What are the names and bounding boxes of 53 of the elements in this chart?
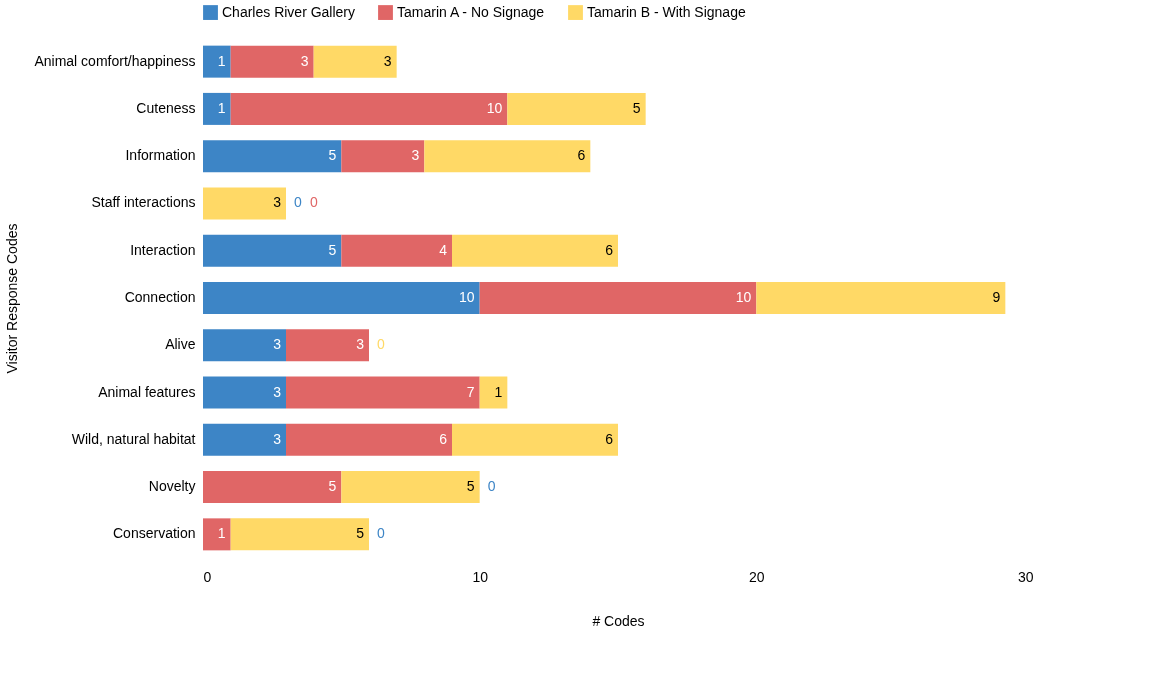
y-tick-label: Staff interactions: [91, 194, 196, 211]
data-label: 7: [466, 383, 475, 400]
data-label: 10: [486, 99, 503, 116]
data-label: 6: [605, 241, 614, 258]
y-tick-label: Animal comfort/happiness: [34, 52, 196, 69]
x-tick-label: 20: [749, 568, 765, 585]
data-label: 5: [356, 525, 365, 542]
y-tick-label: Novelty: [148, 478, 196, 495]
data-label: 0: [487, 478, 496, 495]
legend-label: Charles River Gallery: [222, 3, 356, 20]
data-label: 3: [383, 52, 392, 69]
data-label: 3: [273, 383, 282, 400]
x-axis-title: # Codes: [592, 612, 645, 629]
y-tick-label: Wild, natural habitat: [71, 430, 196, 447]
data-label: 1: [217, 99, 226, 116]
x-tick-label: 10: [472, 568, 489, 585]
y-tick-label: Connection: [124, 289, 196, 305]
y-axis-title: Visitor Response Codes: [4, 223, 21, 374]
data-label: 5: [466, 478, 475, 495]
data-label: 1: [217, 525, 226, 542]
y-tick-label: Animal features: [98, 383, 196, 400]
y-tick-label: Alive: [165, 336, 196, 353]
data-label: 4: [439, 241, 448, 258]
data-label: 0: [310, 194, 318, 211]
y-tick-label: Cuteness: [136, 99, 196, 116]
data-label: 6: [577, 147, 586, 164]
data-label: 5: [328, 147, 337, 164]
data-label: 9: [992, 289, 1001, 305]
data-label: 5: [328, 241, 337, 258]
data-label: 5: [328, 478, 337, 495]
data-label: 5: [632, 99, 641, 116]
data-label: 6: [605, 430, 614, 447]
data-label: 10: [735, 289, 752, 305]
data-label: 1: [494, 383, 503, 400]
legend-label: Tamarin A - No Signage: [397, 3, 545, 20]
data-label: 0: [377, 525, 385, 542]
data-label: 3: [356, 336, 365, 353]
data-label: 3: [411, 147, 420, 164]
x-tick-label: 30: [1017, 568, 1034, 585]
data-label: 3: [273, 194, 282, 211]
data-label: 1: [217, 52, 226, 69]
data-label: 10: [459, 289, 475, 305]
data-label: 0: [377, 336, 385, 353]
data-label: 6: [439, 430, 448, 447]
y-tick-label: Interaction: [130, 241, 196, 258]
y-tick-label: Conservation: [113, 525, 196, 542]
data-label: 3: [300, 52, 309, 69]
y-tick-label: Information: [125, 147, 196, 164]
x-tick-label: 0: [203, 568, 212, 585]
data-label: 0: [294, 194, 302, 211]
data-label: 3: [273, 336, 282, 353]
data-label: 3: [273, 430, 282, 447]
legend-label: Tamarin B - With Signage: [587, 3, 746, 20]
